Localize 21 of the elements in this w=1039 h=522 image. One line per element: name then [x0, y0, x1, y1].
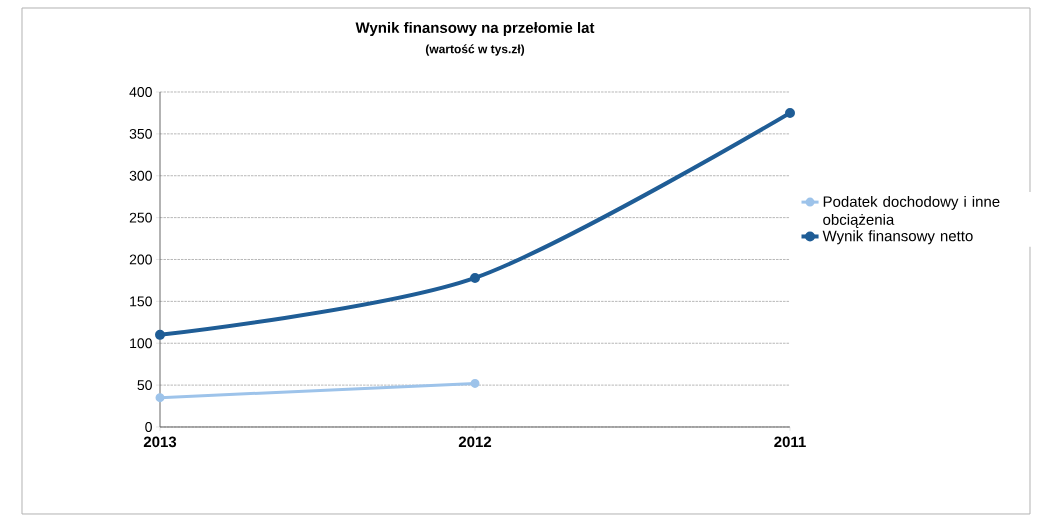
y-tick-label: 300 [129, 170, 152, 181]
point [470, 378, 480, 388]
point [155, 393, 165, 403]
x-tick-label: 2011 [774, 436, 806, 448]
point [470, 272, 480, 283]
x-tick-label: 2012 [458, 436, 492, 448]
y-tick-label: 100 [130, 338, 152, 349]
y-tick-label: 50 [137, 380, 152, 391]
x-tick-label: 2013 [143, 436, 177, 448]
chart-title: Wynik finansowy na przełomie lat [355, 22, 595, 36]
y-tick-label: 350 [129, 128, 152, 139]
legend-label: Wynik finansowy netto [822, 230, 973, 245]
point [785, 107, 795, 118]
y-tick-label: 0 [145, 422, 152, 432]
chart-subtitle: (wartość w tys.zł) [425, 44, 525, 56]
point [155, 329, 166, 340]
y-tick-label: 150 [130, 296, 152, 307]
y-tick-label: 400 [129, 87, 152, 97]
legend-label: Podatek dochodowy i inne obciążenia [823, 195, 1000, 228]
y-tick-label: 200 [129, 254, 152, 265]
y-tick-label: 250 [129, 212, 152, 223]
